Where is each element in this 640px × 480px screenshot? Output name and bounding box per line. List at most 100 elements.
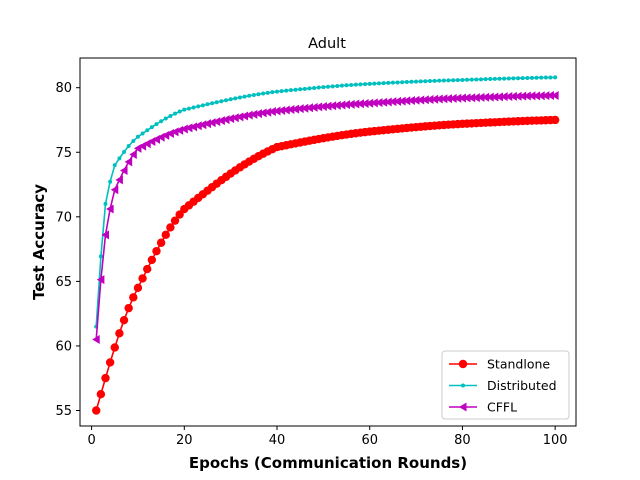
x-tick-label: 80 bbox=[454, 433, 471, 448]
data-point bbox=[525, 75, 530, 80]
data-point bbox=[495, 92, 504, 102]
data-point bbox=[124, 303, 133, 313]
data-point bbox=[154, 122, 159, 127]
data-point bbox=[129, 293, 138, 302]
data-point bbox=[149, 125, 154, 130]
data-point bbox=[168, 113, 173, 118]
data-point bbox=[326, 84, 330, 89]
data-point bbox=[96, 389, 106, 399]
data-point bbox=[186, 106, 191, 111]
data-point bbox=[245, 110, 253, 120]
data-point bbox=[386, 80, 391, 85]
data-point bbox=[103, 201, 108, 206]
data-point bbox=[180, 124, 188, 134]
data-point bbox=[444, 94, 453, 104]
data-point bbox=[171, 127, 179, 137]
legend-item: Standlone bbox=[449, 357, 550, 372]
data-point bbox=[298, 87, 303, 92]
data-point bbox=[302, 86, 307, 91]
data-point bbox=[414, 79, 419, 84]
data-point bbox=[133, 283, 143, 293]
data-point bbox=[488, 77, 493, 82]
data-point bbox=[351, 99, 360, 109]
data-point bbox=[532, 91, 541, 101]
x-tick-label: 40 bbox=[269, 433, 286, 448]
data-point bbox=[333, 100, 341, 110]
data-point bbox=[321, 85, 326, 90]
data-point bbox=[506, 76, 511, 81]
data-point bbox=[492, 76, 497, 81]
data-point bbox=[205, 102, 210, 107]
data-point bbox=[159, 119, 164, 124]
data-point bbox=[200, 103, 205, 108]
data-point bbox=[402, 96, 411, 106]
data-point bbox=[226, 114, 235, 124]
data-point bbox=[388, 97, 397, 107]
data-point bbox=[469, 77, 474, 82]
data-point bbox=[347, 99, 355, 109]
data-point bbox=[412, 95, 420, 105]
data-point bbox=[117, 156, 122, 161]
data-point bbox=[551, 90, 559, 100]
data-point bbox=[361, 98, 369, 108]
data-point bbox=[307, 86, 312, 91]
data-point bbox=[404, 80, 409, 85]
data-point bbox=[451, 78, 456, 83]
data-point bbox=[537, 91, 545, 101]
data-point bbox=[458, 93, 466, 103]
data-point bbox=[175, 125, 184, 135]
data-point bbox=[233, 96, 238, 101]
data-point bbox=[120, 165, 128, 175]
data-point bbox=[105, 358, 115, 367]
data-point bbox=[527, 91, 536, 101]
data-point bbox=[432, 78, 437, 83]
legend-marker bbox=[461, 383, 465, 388]
data-point bbox=[124, 157, 133, 167]
data-point bbox=[330, 84, 335, 89]
data-point bbox=[407, 96, 415, 106]
y-tick-label: 55 bbox=[55, 404, 72, 419]
data-point bbox=[502, 76, 507, 81]
data-point bbox=[228, 97, 233, 102]
chart-title: Adult bbox=[308, 36, 346, 52]
data-point bbox=[379, 97, 388, 107]
data-point bbox=[381, 81, 386, 86]
data-point bbox=[409, 79, 414, 84]
data-point bbox=[511, 76, 516, 81]
data-point bbox=[319, 102, 327, 112]
data-point bbox=[108, 179, 113, 184]
data-point bbox=[553, 75, 558, 80]
data-point bbox=[92, 406, 101, 415]
data-point bbox=[453, 93, 462, 103]
data-point bbox=[92, 334, 100, 344]
data-point bbox=[279, 89, 284, 94]
x-axis-title: Epochs (Communication Rounds) bbox=[189, 454, 467, 472]
data-point bbox=[208, 118, 216, 128]
data-point bbox=[189, 122, 198, 132]
data-point bbox=[173, 111, 178, 116]
data-point bbox=[449, 93, 457, 103]
y-axis-title: Test Accuracy bbox=[30, 184, 48, 300]
data-point bbox=[152, 246, 161, 256]
data-point bbox=[240, 111, 249, 121]
data-point bbox=[541, 91, 550, 101]
y-tick-label: 60 bbox=[55, 339, 72, 354]
data-point bbox=[425, 94, 434, 104]
series-line bbox=[95, 76, 556, 327]
data-point bbox=[270, 90, 275, 95]
data-point bbox=[523, 91, 531, 101]
data-point bbox=[265, 90, 270, 95]
data-point bbox=[328, 101, 337, 111]
data-point bbox=[259, 108, 267, 118]
data-point bbox=[335, 83, 340, 88]
data-point bbox=[430, 94, 439, 104]
data-point bbox=[372, 81, 377, 86]
data-point bbox=[166, 223, 175, 232]
data-point bbox=[237, 95, 242, 100]
data-point bbox=[177, 109, 182, 114]
axes: 0 20 40 60 80 100 55 60 65 70 75 80 bbox=[55, 81, 567, 448]
data-point bbox=[293, 87, 298, 92]
data-point bbox=[478, 77, 483, 82]
data-point bbox=[135, 134, 140, 139]
data-point bbox=[194, 121, 202, 131]
